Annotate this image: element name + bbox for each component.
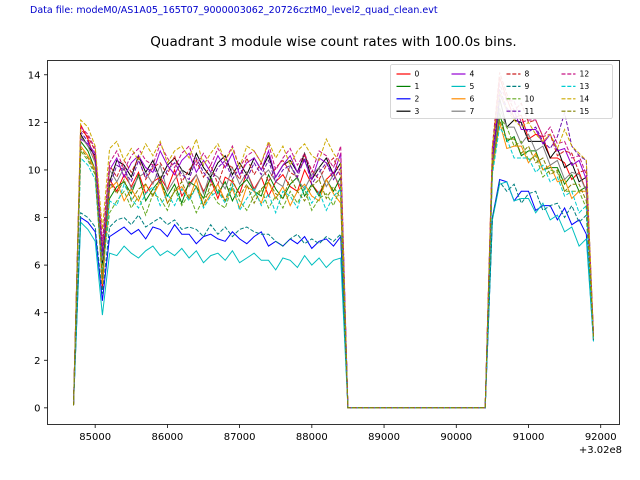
legend-item-3: 3 [396,107,420,116]
x-tick-label: 91000 [513,432,545,443]
legend-item-14: 14 [561,95,590,104]
x-tick-label: 86000 [151,432,183,443]
x-tick-label: 89000 [368,432,400,443]
series-line-14 [73,91,594,409]
series-line-9 [73,180,594,409]
series-line-0 [73,77,594,409]
series-line-11 [73,88,594,409]
series-line-2 [73,178,594,409]
legend-item-6: 6 [451,95,475,104]
legend-label: 4 [470,70,475,79]
legend-label: 5 [470,82,475,91]
series-line-7 [73,107,594,409]
legend-item-1: 1 [396,82,420,91]
legend-item-12: 12 [561,70,590,79]
axes-frame [47,60,620,425]
series-line-10 [73,116,594,409]
legend-item-10: 10 [506,95,535,104]
legend-label: 13 [580,82,590,91]
y-tick-label: 10 [28,165,41,176]
y-tick-label: 8 [34,213,40,224]
legend-label: 7 [470,107,475,116]
series-line-15 [73,118,594,409]
legend-item-11: 11 [506,107,535,116]
series-line-5 [73,181,594,409]
legend-item-5: 5 [451,82,475,91]
legend-label: 0 [415,70,420,79]
x-tick-label: 85000 [79,432,111,443]
legend-item-9: 9 [506,82,530,91]
legend-label: 10 [525,95,535,104]
legend-label: 12 [580,70,590,79]
y-tick-label: 0 [34,403,40,414]
legend-label: 15 [580,107,590,116]
legend-item-13: 13 [561,82,590,91]
chart-title: Quadrant 3 module wise count rates with … [150,34,517,50]
x-tick-label: 87000 [224,432,256,443]
data-file-label: Data file: modeM0/AS1A05_165T07_90000030… [30,5,438,16]
legend-label: 2 [415,95,420,104]
series-line-8 [73,72,594,409]
legend-label: 6 [470,95,475,104]
series-line-6 [73,122,594,409]
legend-item-7: 7 [451,107,475,116]
legend-label: 8 [525,70,530,79]
legend-label: 14 [580,95,590,104]
legend-item-8: 8 [506,70,530,79]
legend-label: 3 [415,107,420,116]
legend-label: 11 [525,107,535,116]
legend-box [390,64,613,119]
y-tick-label: 14 [28,70,41,81]
legend-item-0: 0 [396,70,420,79]
legend-label: 1 [415,82,420,91]
legend-item-15: 15 [561,107,590,116]
y-tick-label: 12 [28,118,41,129]
y-tick-label: 4 [34,308,40,319]
x-tick-label: 92000 [585,432,617,443]
x-tick-label: 90000 [440,432,472,443]
x-tick-label: 88000 [296,432,328,443]
x-axis-offset-label: +3.02e8 [578,445,622,456]
y-tick-label: 6 [34,261,40,272]
y-tick-label: 2 [34,356,40,367]
legend-item-4: 4 [451,70,475,79]
legend-label: 9 [525,82,530,91]
legend-item-2: 2 [396,95,420,104]
series-line-12 [73,82,594,409]
